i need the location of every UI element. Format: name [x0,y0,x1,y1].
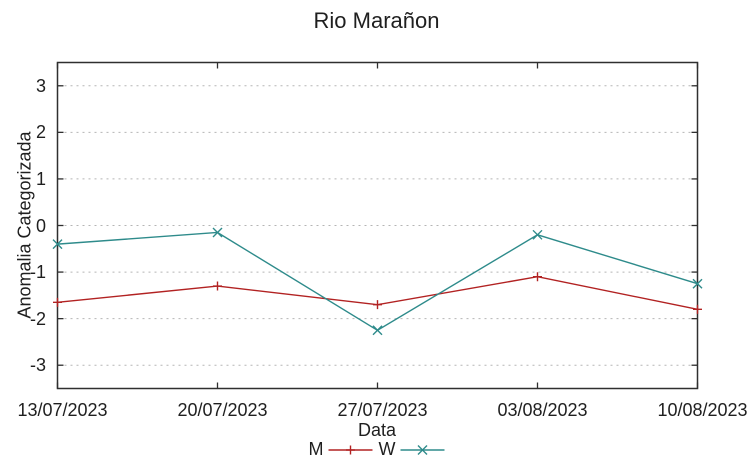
series-line-w [57,231,698,332]
y-tick-label: 1 [35,168,46,189]
cross-marker [372,325,383,336]
y-tick-label: -3 [29,355,46,376]
cross-marker [532,229,543,240]
y-tick-label: -1 [29,262,46,283]
plot-border [56,61,699,390]
x-tick-label: 27/07/2023 [337,400,428,420]
legend-series-label: W [378,439,396,459]
legend-series-label: M [308,439,324,459]
y-tick-label: -2 [29,308,46,329]
plus-marker [693,304,702,314]
plus-marker [373,300,382,310]
x-tick-label: 20/07/2023 [177,400,268,420]
legend-item-m: M [308,439,374,459]
x-axis-title: Data [357,420,397,440]
legend-item-w: W [378,439,446,459]
y-tick-label: 2 [35,122,46,143]
y-tick-label: 0 [35,215,46,236]
x-tick-label: 13/07/2023 [17,400,108,420]
x-tick-label: 03/08/2023 [497,400,588,420]
plus-marker [533,272,542,282]
y-tick-label: 3 [35,75,46,96]
cross-marker [417,444,428,455]
legend-line-sample [328,445,373,455]
cross-marker [212,227,223,238]
plus-marker [346,445,355,455]
x-tick-label: 10/08/2023 [657,400,748,420]
cross-marker [52,239,63,250]
cross-marker [692,278,703,289]
plus-marker [53,297,62,307]
plus-marker [213,281,222,291]
y-axis-title: Anomalia Categorizada [14,131,35,319]
legend-line-sample [400,444,445,455]
chart-title: Rio Marañon [313,8,440,33]
